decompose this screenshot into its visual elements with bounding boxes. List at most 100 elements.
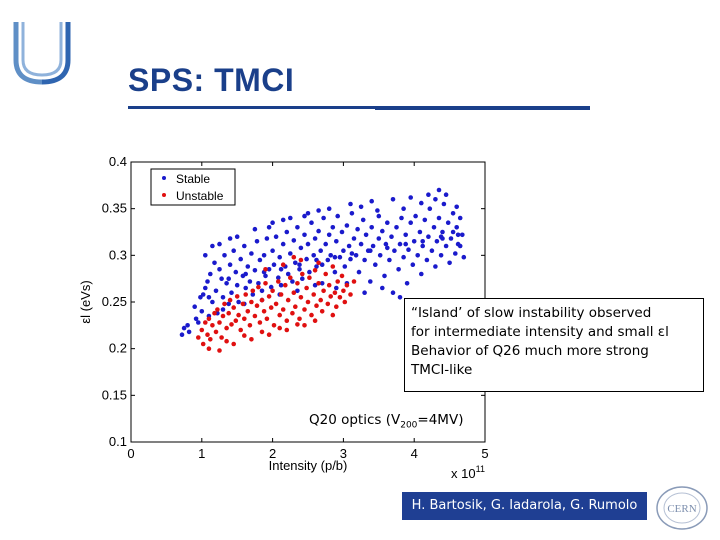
x-tick-label: 5: [481, 446, 488, 461]
stable-point: [316, 228, 321, 234]
stable-point: [380, 228, 385, 234]
y-tick-label: 0.35: [102, 201, 127, 216]
stable-point: [438, 253, 444, 258]
unstable-point: [291, 254, 297, 260]
stable-point: [312, 282, 318, 288]
annotation-box: “Island’ of slow instability observed fo…: [404, 298, 704, 392]
stable-point: [309, 220, 314, 225]
stable-point: [295, 225, 300, 230]
stable-point: [369, 198, 375, 204]
stable-point: [376, 236, 382, 241]
stable-point: [394, 225, 399, 230]
unstable-point: [339, 273, 345, 279]
unstable-point: [351, 279, 357, 284]
title-underline-accent: [375, 108, 590, 110]
stable-point: [362, 290, 367, 296]
unstable-point: [302, 323, 307, 328]
stable-point: [266, 225, 272, 230]
stable-point: [373, 262, 378, 268]
stable-point: [231, 248, 236, 253]
stable-point: [199, 309, 205, 314]
unstable-point: [268, 305, 274, 310]
stable-point: [344, 223, 350, 228]
stable-point: [193, 316, 199, 322]
unstable-point: [261, 309, 267, 314]
x-tick-label: 2: [269, 446, 276, 461]
stable-point: [403, 232, 409, 238]
unstable-point: [210, 323, 215, 328]
unstable-point: [280, 262, 286, 268]
unstable-point: [342, 299, 348, 305]
unstable-point: [277, 312, 283, 318]
unstable-point: [276, 279, 281, 284]
stable-point: [420, 239, 426, 244]
unstable-point: [284, 327, 290, 333]
unstable-point: [222, 301, 227, 307]
stable-point: [210, 243, 215, 249]
stable-point: [341, 248, 346, 253]
stable-point: [397, 241, 403, 247]
unstable-point: [332, 290, 338, 296]
stable-point: [339, 229, 345, 235]
stable-point: [424, 257, 430, 263]
unstable-point: [199, 327, 205, 333]
stable-point: [293, 260, 298, 266]
stable-point: [305, 241, 311, 247]
stable-point: [438, 234, 444, 239]
unstable-point: [321, 288, 326, 294]
unstable-point: [259, 297, 265, 303]
cern-logo-inner-ring: [663, 492, 701, 524]
cern-logo-text: CERN: [667, 503, 696, 515]
stable-point: [349, 211, 355, 216]
unstable-point: [309, 312, 314, 318]
stable-point: [280, 241, 286, 247]
unstable-point: [348, 292, 353, 297]
stable-point: [185, 323, 190, 328]
stable-point: [348, 256, 353, 262]
stable-point: [422, 217, 428, 223]
cern-logo-outer-ring: [656, 486, 708, 530]
stable-point: [200, 292, 206, 297]
unstable-point: [245, 309, 251, 314]
optics-prefix: Q20 optics (V: [309, 412, 401, 428]
annotation-line-4: TMCI-like: [411, 362, 473, 378]
stable-point: [222, 253, 227, 258]
x-axis-exponent-base: x 10: [451, 466, 476, 481]
unstable-point: [200, 341, 206, 347]
stable-point: [203, 253, 208, 258]
unstable-point: [297, 316, 302, 322]
stable-point: [302, 232, 307, 238]
stable-point: [415, 253, 421, 258]
optics-subscript: 200: [400, 420, 418, 431]
unstable-point: [325, 301, 331, 307]
unstable-point: [283, 282, 288, 288]
stable-point: [436, 187, 442, 193]
tick-labels: 0 1 2 3 4 5 0.1 0.15 0.2 0.25 0.3 0.35 0.4: [102, 154, 489, 461]
stable-point: [273, 234, 279, 239]
stable-point: [370, 243, 376, 249]
stable-point: [457, 215, 463, 221]
unstable-point: [330, 264, 336, 269]
unstable-point: [217, 320, 222, 325]
y-tick-label: 0.3: [109, 247, 127, 262]
stable-point: [213, 288, 219, 294]
stable-point: [266, 267, 272, 272]
x-axis-exponent: x 1011: [451, 464, 485, 481]
stable-point: [196, 320, 201, 325]
stable-point: [276, 275, 281, 281]
stable-point: [356, 269, 362, 275]
stable-point: [375, 208, 380, 213]
unstable-point: [213, 329, 219, 335]
stable-point: [226, 301, 231, 307]
stable-point: [368, 279, 373, 284]
stable-point: [261, 253, 267, 258]
unstable-point: [203, 320, 208, 325]
unstable-point: [247, 323, 253, 328]
stable-point: [297, 262, 302, 268]
stable-point: [443, 243, 449, 249]
stable-point: [206, 295, 212, 300]
stable-point: [243, 271, 248, 277]
unstable-point: [319, 309, 325, 314]
unstable-point: [231, 341, 236, 347]
stable-point: [392, 248, 397, 253]
